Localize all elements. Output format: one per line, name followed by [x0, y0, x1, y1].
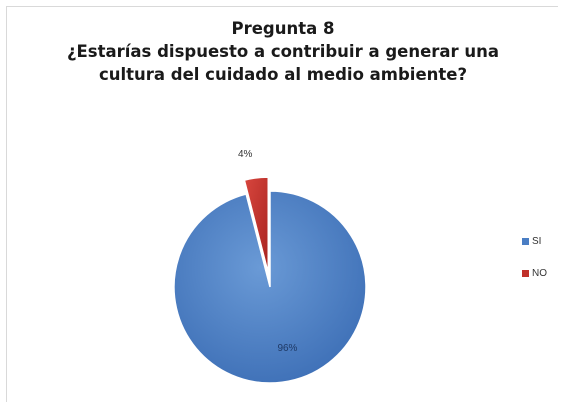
- data-label-no: 4%: [238, 149, 253, 160]
- chart-title-line-2: ¿Estarías dispuesto a contribuir a gener…: [66, 42, 500, 61]
- data-label-si: 96%: [277, 343, 297, 354]
- legend-item-no: NO: [522, 266, 547, 280]
- legend-item-si: SI: [522, 234, 547, 248]
- legend-swatch-si: [522, 237, 529, 245]
- chart-legend: SI NO: [522, 234, 547, 298]
- pie-slice-si: [173, 190, 367, 384]
- legend-label-si: SI: [532, 235, 542, 247]
- chart-title-line-3: cultura del cuidado al medio ambiente?: [98, 65, 468, 84]
- chart-title: Pregunta 8 ¿Estarías dispuesto a contrib…: [7, 17, 559, 86]
- legend-swatch-no: [522, 269, 529, 277]
- pie-slice-no: [243, 176, 269, 274]
- chart-title-line-1: Pregunta 8: [231, 19, 335, 38]
- legend-label-no: NO: [532, 267, 547, 279]
